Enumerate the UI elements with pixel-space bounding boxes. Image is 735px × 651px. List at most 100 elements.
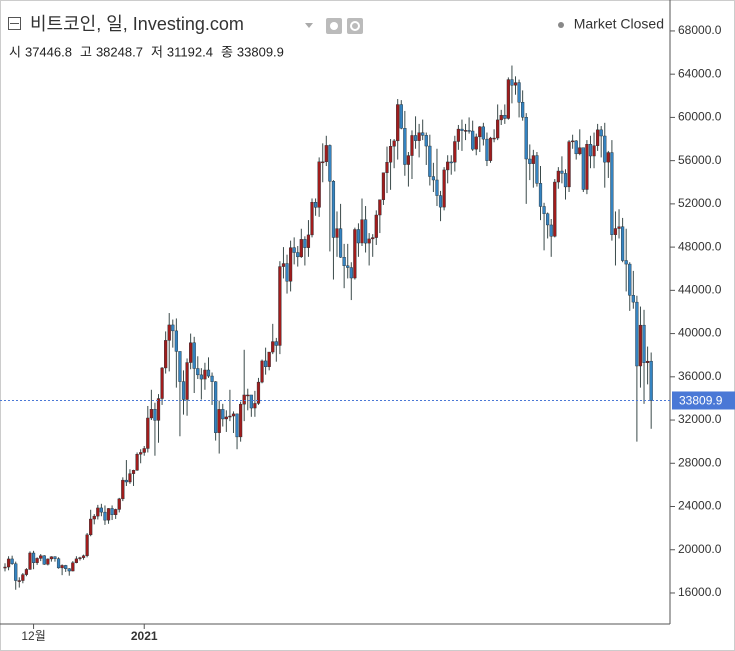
candle-body [28, 552, 32, 570]
candle-body [117, 498, 121, 510]
candle-body [185, 362, 189, 400]
candle-body [413, 135, 418, 141]
candle-body [549, 224, 553, 237]
candle-body [524, 116, 528, 160]
candle-body [124, 479, 128, 483]
candle-body [217, 409, 221, 433]
gear-icon[interactable] [347, 18, 363, 34]
candle-body [599, 129, 603, 137]
candle-body [35, 558, 39, 563]
chart-title: 비트코인, 일, Investing.com [30, 14, 244, 34]
candle-body [578, 147, 582, 155]
y-tick-label: 56000.0 [678, 153, 722, 167]
candle-body [174, 330, 178, 352]
candle-body [396, 104, 400, 142]
candle-body [406, 155, 411, 165]
candle-body [628, 263, 632, 296]
candle-body [85, 534, 89, 556]
candle-body [560, 170, 564, 174]
candle-body [335, 228, 339, 238]
y-tick-label: 48000.0 [678, 239, 722, 253]
candle-body [403, 128, 407, 165]
candle-body [210, 375, 214, 382]
dropdown-icon[interactable] [305, 23, 313, 28]
candle-body [506, 79, 510, 119]
candle-body [349, 267, 353, 279]
candle-body [399, 104, 403, 129]
settings-icon-dot [330, 22, 338, 30]
candle-body [178, 351, 182, 382]
candle-body [264, 360, 268, 367]
status-dot [558, 22, 564, 28]
candle-body [256, 381, 261, 404]
candle-body [474, 136, 478, 150]
candle-body [460, 128, 464, 131]
candle-body [353, 229, 357, 279]
candle-body [267, 351, 271, 367]
candle-body [192, 342, 196, 369]
candle-body [585, 144, 589, 190]
candle-body [10, 558, 14, 564]
candle-body [60, 565, 64, 569]
candle-body [492, 137, 496, 140]
candle-body [617, 226, 621, 229]
candle-body [271, 341, 275, 353]
candle-body [563, 173, 568, 188]
candle-body [499, 115, 503, 121]
candle-body [596, 129, 600, 146]
candle-body [114, 509, 118, 515]
candle-body [299, 239, 303, 258]
candle-body [324, 145, 328, 163]
candle-body [74, 558, 78, 563]
candle-body [103, 511, 107, 521]
candle-body [496, 119, 500, 139]
candle-body [142, 448, 146, 453]
candle-body [513, 82, 518, 86]
candle-body [31, 552, 36, 563]
candle-body [531, 155, 535, 164]
candle-body [649, 360, 653, 401]
collapse-icon[interactable] [8, 17, 21, 30]
ohlc-value: 33809.9 [237, 44, 284, 59]
candle-body [346, 265, 350, 268]
candle-body [49, 556, 54, 560]
y-tick-label: 68000.0 [678, 23, 722, 37]
candle-body [235, 413, 239, 438]
candle-body [121, 479, 125, 500]
y-tick-label: 64000.0 [678, 66, 722, 80]
candle-body [281, 263, 286, 267]
candle-body [310, 202, 314, 236]
candle-body [556, 170, 560, 183]
current-price-label: 33809.9 [679, 394, 723, 408]
candle-body [481, 126, 485, 140]
candle-body [253, 403, 257, 409]
candle-body [228, 415, 232, 418]
candle-body [214, 381, 218, 433]
candle-body [3, 566, 7, 569]
candle-body [478, 126, 482, 138]
candle-body [189, 342, 193, 363]
candle-body [24, 569, 29, 575]
candle-body [46, 558, 50, 565]
candle-body [574, 140, 578, 155]
candle-body [456, 128, 460, 142]
candle-body [371, 237, 375, 240]
candle-body [381, 172, 386, 200]
candle-body [463, 130, 468, 132]
candle-body [156, 398, 161, 421]
candle-body [621, 226, 625, 261]
candle-body [635, 301, 639, 367]
candle-body [167, 324, 171, 341]
candle-body [421, 132, 425, 136]
gear-icon-dot [350, 21, 360, 31]
candle-body [424, 135, 428, 147]
y-tick-label: 36000.0 [678, 369, 722, 383]
y-tick-label: 40000.0 [678, 326, 722, 340]
candle-body [624, 260, 628, 265]
candle-body [417, 132, 421, 141]
candle-body [21, 574, 25, 581]
y-tick-label: 28000.0 [678, 455, 722, 469]
ohlc-label: 고 [80, 44, 92, 59]
candle-body [221, 409, 225, 420]
